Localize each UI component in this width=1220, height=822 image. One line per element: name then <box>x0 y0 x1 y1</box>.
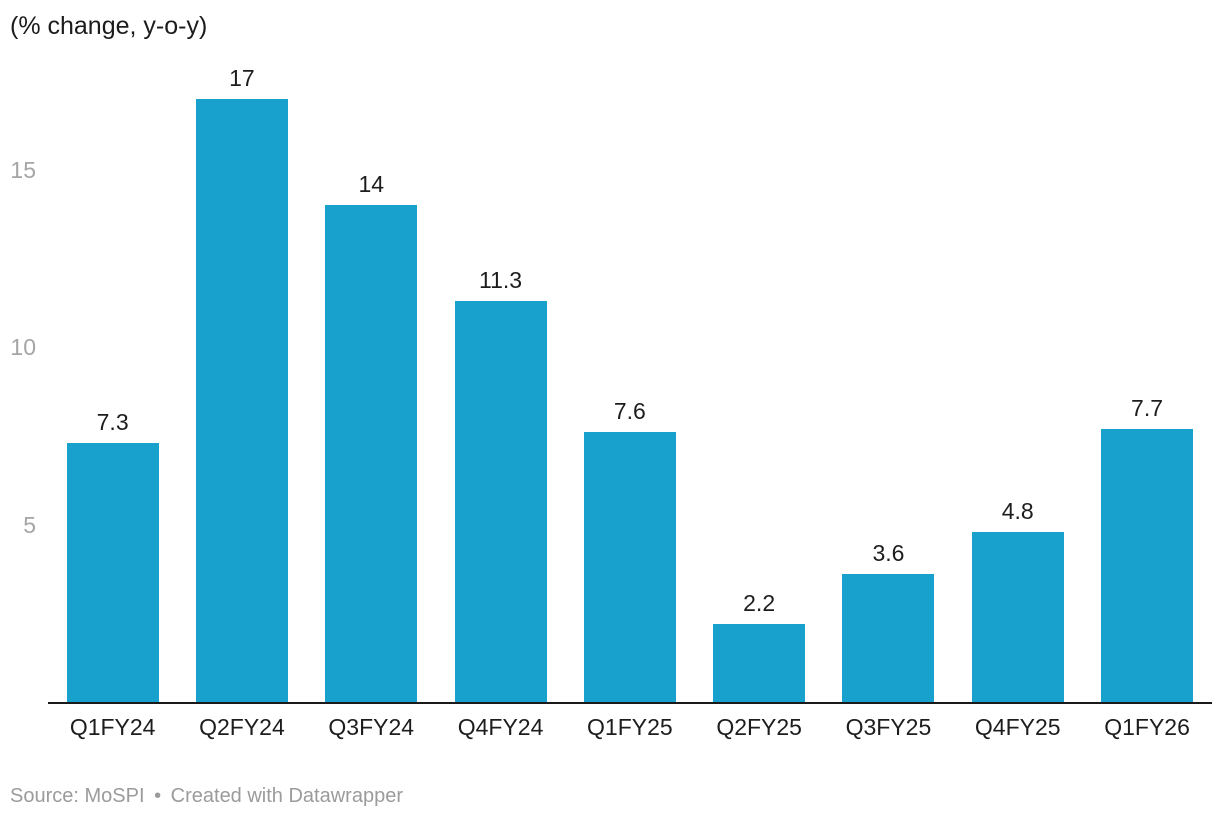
bar-value-label: 3.6 <box>872 540 905 567</box>
bar-Q4FY25 <box>971 531 1064 702</box>
bar-Q2FY25 <box>713 623 806 702</box>
bar-Q1FY26 <box>1101 428 1194 702</box>
x-axis-label: Q2FY24 <box>199 714 285 740</box>
x-axis-label: Q1FY24 <box>69 714 156 740</box>
y-axis-tick-label: 10 <box>10 334 36 360</box>
bar-value-label: 7.6 <box>613 398 646 425</box>
x-axis-line <box>48 702 1212 704</box>
bar-value-label: 2.2 <box>743 589 776 616</box>
bar-value-label: 4.8 <box>1001 497 1034 524</box>
x-axis-label: Q4FY24 <box>457 714 544 740</box>
y-axis-tick-label: 5 <box>23 511 36 538</box>
x-axis-label: Q1FY26 <box>1104 714 1190 740</box>
x-axis-label: Q4FY25 <box>974 714 1061 740</box>
bar-value-label: 14 <box>358 171 385 197</box>
source-text: Source: MoSPI <box>10 785 145 807</box>
bar-Q4FY24 <box>454 300 547 702</box>
chart-title: (% change, y-o-y) <box>10 12 208 40</box>
bar-value-label: 7.7 <box>1131 394 1164 421</box>
x-axis-label: Q3FY25 <box>845 714 932 740</box>
bar-Q3FY24 <box>325 205 418 702</box>
bar-value-label: 17 <box>229 64 255 91</box>
attribution-text: Created with Datawrapper <box>170 785 403 807</box>
x-axis-label: Q1FY25 <box>587 714 673 740</box>
y-axis-tick-label: 15 <box>10 156 36 183</box>
bar-value-label: 7.3 <box>96 408 129 435</box>
bar-Q1FY25 <box>583 432 676 702</box>
bar-Q1FY24 <box>66 442 159 702</box>
x-axis-label: Q2FY25 <box>716 714 802 740</box>
x-axis-label: Q3FY24 <box>328 714 415 740</box>
bar-Q3FY25 <box>842 574 935 702</box>
chart-footer: Source: MoSPI • Created with Datawrapper <box>10 785 407 808</box>
bar-Q2FY24 <box>195 98 288 702</box>
footer-separator: • <box>154 785 162 807</box>
bar-value-label: 11.3 <box>479 266 523 293</box>
